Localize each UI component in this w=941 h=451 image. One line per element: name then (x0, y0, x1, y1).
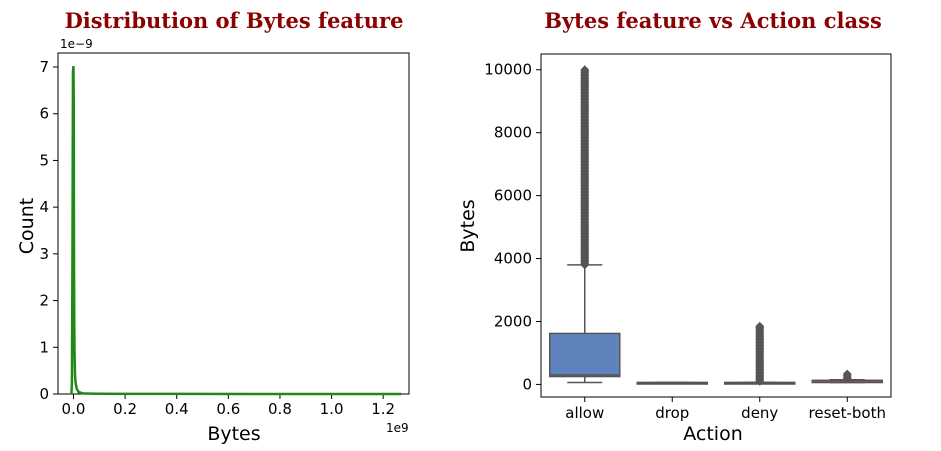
y-tick-label: 2 (39, 292, 49, 310)
density-line (70, 65, 402, 396)
y-tick-label: 3 (39, 245, 49, 263)
outlier-point (580, 65, 590, 75)
box-drop (636, 381, 708, 385)
outlier-point (755, 321, 765, 331)
y-tick-label: 1 (39, 338, 49, 356)
y-tick-label: 7 (39, 58, 49, 76)
chart-left-x-label: Bytes (207, 423, 260, 445)
y-tick-label: 6 (39, 105, 49, 123)
chart-right-x-ticks: allow drop deny reset-both (565, 397, 886, 422)
y-tick-label: 0 (522, 375, 532, 393)
y-tick-label: 2000 (494, 312, 532, 330)
y-tick-label: 6000 (494, 187, 532, 205)
chart-right-frame (540, 53, 892, 398)
chart-left-x-offset: 1e9 (386, 421, 409, 435)
chart-left-y-offset: 1e−9 (60, 37, 93, 51)
chart-right-y-ticks: 0 2000 4000 6000 8000 10000 (484, 61, 541, 393)
y-tick-label: 10000 (484, 61, 532, 79)
chart-right-title: Bytes feature vs Action class (544, 8, 882, 33)
box-deny (724, 321, 796, 386)
iqr-box (549, 332, 621, 378)
x-tick-label: 0.6 (216, 400, 240, 418)
x-tick-label: allow (565, 404, 604, 422)
x-tick-label: 0.2 (113, 400, 137, 418)
chart-right-boxes (549, 65, 883, 386)
x-tick-label: reset-both (809, 404, 887, 422)
y-tick-label: 4000 (494, 250, 532, 268)
x-tick-label: drop (655, 404, 689, 422)
x-tick-label: 0.8 (268, 400, 292, 418)
outlier-point (842, 369, 852, 379)
box-allow (549, 65, 621, 384)
x-tick-label: 0.0 (62, 400, 86, 418)
y-tick-label: 0 (39, 385, 49, 403)
y-tick-label: 4 (39, 198, 49, 216)
chart-right-x-label: Action (683, 423, 743, 445)
x-tick-label: 1.0 (320, 400, 344, 418)
chart-right: Bytes feature vs Action class 0 2000 4000 6… (457, 8, 892, 445)
chart-left-y-ticks: 0 1 2 3 4 5 6 7 (39, 58, 58, 403)
chart-left: Distribution of Bytes feature 0.0 0.2 0.4 0… (16, 8, 410, 445)
x-tick-label: deny (741, 404, 778, 422)
y-tick-label: 8000 (494, 124, 532, 142)
chart-left-title: Distribution of Bytes feature (65, 8, 404, 33)
y-tick-label: 5 (39, 151, 49, 169)
chart-left-x-ticks: 0.0 0.2 0.4 0.6 0.8 1.0 1.2 (62, 394, 395, 418)
chart-left-y-label: Count (16, 198, 38, 254)
x-tick-label: 1.2 (371, 400, 395, 418)
x-tick-label: 0.4 (165, 400, 189, 418)
chart-left-frame (57, 52, 410, 395)
box-reset-both (811, 369, 883, 384)
chart-right-y-label: Bytes (457, 199, 479, 252)
